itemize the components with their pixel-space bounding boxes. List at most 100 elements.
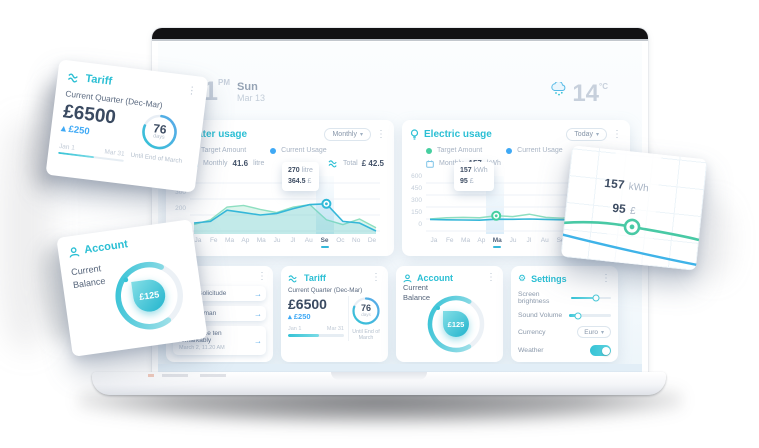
laptop-base — [92, 372, 666, 395]
range-dropdown[interactable]: Monthly ▾ — [324, 128, 371, 141]
period-value: 41.6 — [232, 159, 249, 168]
dashboard-footer-strip — [158, 364, 642, 372]
days-gauge: 76 days — [351, 296, 381, 326]
arrow-icon[interactable]: → — [254, 336, 262, 345]
zoomed-line-chart — [562, 218, 700, 267]
quarter-progress-bar — [288, 334, 344, 337]
kebab-menu-icon[interactable]: ⋮ — [612, 128, 622, 140]
days-gauge: 76 days — [138, 111, 180, 153]
legend-current-label: Current Usage — [281, 147, 327, 154]
selected-month[interactable]: Ma — [489, 237, 505, 248]
arrow-icon[interactable]: → — [254, 309, 262, 318]
kebab-menu-icon[interactable]: ⋮ — [371, 272, 381, 283]
legend-current-label: Current Usage — [517, 147, 563, 154]
tariff-icon — [67, 72, 78, 83]
kebab-menu-icon[interactable]: ⋮ — [486, 272, 496, 283]
floating-tariff-card: Tariff ⋮ Current Quarter (Dec-Mar) £6500… — [45, 59, 209, 193]
kebab-menu-icon[interactable]: ⋮ — [257, 271, 267, 282]
delta-arrow-icon: ▴ — [60, 122, 67, 135]
kebab-menu-icon[interactable]: ⋮ — [186, 85, 198, 98]
brightness-slider[interactable] — [570, 294, 611, 302]
waves-icon — [328, 160, 337, 168]
calendar-icon — [426, 160, 434, 168]
weather-widget: 14°C — [550, 82, 608, 106]
rain-cloud-icon — [551, 82, 566, 96]
balance-drop: £125 — [443, 311, 469, 337]
period-unit: kWh — [486, 160, 501, 167]
balance-label: Current Balance — [70, 263, 106, 290]
electric-tooltip: 157 kWh 95 £ — [454, 162, 494, 191]
y-tick: 150 — [411, 209, 422, 216]
laptop-lid-edge — [152, 28, 648, 41]
tariff-footnote: Until End of March — [130, 151, 183, 165]
laptop-shadow — [78, 389, 682, 425]
bg-smudge — [0, 120, 52, 350]
volume-slider[interactable] — [569, 312, 611, 319]
delta-arrow-icon: ▴ — [288, 312, 292, 322]
list-item-timestamp: March 2, 11.20 AM — [179, 345, 225, 351]
volume-label: Sound Volume — [518, 312, 563, 319]
y-tick: 300 — [411, 197, 422, 204]
person-icon — [69, 246, 80, 258]
account-card: Account ⋮ Current Balance £125 — [396, 266, 503, 362]
tariff-card: Tariff ⋮ Current Quarter (Dec-Mar) £6500… — [281, 266, 388, 362]
range-start: Jan 1 — [288, 326, 302, 333]
currency-label: Currency — [518, 328, 546, 336]
total-label: Total — [342, 160, 358, 167]
settings-card: ⚙ Settings ⋮ Screen brightness Sound Vol… — [511, 266, 618, 362]
arrow-icon[interactable]: → — [254, 289, 262, 298]
tariff-period: Current Quarter (Dec-Mar) — [288, 287, 363, 294]
card-title: Tariff — [84, 72, 113, 88]
legend-target-label: Target Amount — [437, 147, 483, 154]
target-radio[interactable] — [426, 147, 432, 154]
tariff-footnote: Until End of March — [352, 329, 380, 341]
current-radio[interactable] — [270, 147, 277, 154]
card-title: Account — [417, 273, 453, 283]
temperature-unit: °C — [599, 82, 608, 91]
chevron-down-icon: ▾ — [600, 329, 604, 336]
gear-icon: ⚙ — [518, 273, 527, 283]
tariff-icon — [288, 274, 297, 283]
range-start: Jan 1 — [58, 142, 76, 152]
chevron-down-icon: ▾ — [359, 132, 363, 138]
water-tooltip: 270 litre 364.5 £ — [282, 162, 319, 191]
range-dropdown[interactable]: Today ▾ — [566, 128, 607, 141]
current-radio[interactable] — [506, 147, 513, 154]
date-label: Mar 13 — [237, 93, 266, 104]
weather-toggle-label: Weather — [518, 347, 544, 354]
temperature-value: 14 — [572, 80, 600, 107]
currency-dropdown[interactable]: Euro ▾ — [577, 326, 611, 338]
brightness-label: Screen brightness — [518, 291, 550, 305]
tariff-delta: £250 — [293, 312, 311, 322]
lightbulb-icon — [410, 129, 419, 140]
y-tick: 600 — [411, 173, 422, 180]
person-icon — [403, 273, 412, 282]
tiny-footer-marks — [148, 374, 244, 377]
selected-month[interactable]: Se — [317, 237, 333, 248]
y-tick: 300 — [175, 189, 186, 196]
y-tick: 200 — [175, 205, 186, 212]
card-title: Settings — [531, 273, 567, 284]
weather-toggle[interactable] — [590, 345, 611, 356]
floating-chart-card: 157 kWh 95 £ — [560, 145, 708, 271]
kebab-menu-icon[interactable]: ⋮ — [601, 272, 611, 284]
floating-account-card: Account Current Balance £125 — [56, 219, 208, 357]
laptop-lid: 21PM Sun Mar 13 14°C — [152, 28, 648, 374]
period-label: Monthly — [439, 160, 464, 167]
balance-label: Current Balance — [403, 283, 431, 303]
range-end: Mar 31 — [326, 326, 344, 333]
water-line-chart[interactable] — [190, 176, 380, 234]
range-end: Mar 31 — [104, 148, 125, 158]
tariff-delta: £250 — [67, 123, 91, 138]
tariff-amount: £6500 — [288, 296, 327, 312]
day-label: Sun — [237, 81, 258, 93]
period-label: Monthly — [203, 160, 228, 167]
panel-title: Water usage — [188, 129, 248, 140]
kebab-menu-icon[interactable]: ⋮ — [376, 128, 386, 140]
panel-title: Electric usage — [424, 129, 492, 140]
card-title: Account — [83, 238, 129, 257]
balance-gauge: £125 — [426, 294, 486, 354]
water-usage-panel: Water usage Monthly ▾ ⋮ Target Amount Cur… — [166, 120, 394, 256]
